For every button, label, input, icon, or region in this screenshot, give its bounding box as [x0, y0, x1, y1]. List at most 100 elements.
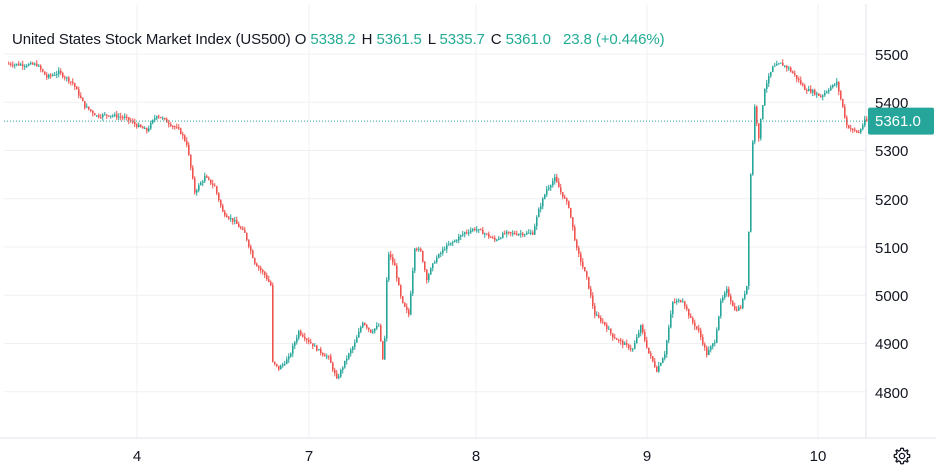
- candle-body: [762, 105, 764, 120]
- candle-body: [388, 254, 390, 280]
- candle-body: [358, 331, 360, 338]
- candle-body: [446, 245, 448, 250]
- candle-body: [144, 128, 146, 130]
- candle-body: [538, 209, 540, 218]
- candle-body: [808, 88, 810, 92]
- candle-body: [244, 229, 246, 233]
- candle-body: [542, 198, 544, 207]
- candle-body: [138, 124, 140, 127]
- candle-body: [250, 246, 252, 251]
- candle-body: [794, 73, 796, 76]
- candle-body: [296, 337, 298, 343]
- candle-body: [726, 288, 728, 294]
- candle-body: [512, 232, 514, 234]
- candle-body: [102, 114, 104, 118]
- candle-body: [814, 90, 816, 95]
- candle-body: [182, 133, 184, 136]
- candle-body: [430, 268, 432, 275]
- candle-body: [470, 230, 472, 233]
- candle-body: [178, 127, 180, 129]
- candle-body: [704, 344, 706, 348]
- candle-body: [598, 315, 600, 318]
- candle-body: [816, 93, 818, 95]
- candle-body: [374, 328, 376, 332]
- candle-body: [10, 63, 12, 65]
- candle-body: [186, 140, 188, 145]
- candle-body: [410, 293, 412, 315]
- candle-body: [260, 267, 262, 271]
- candle-body: [502, 233, 504, 238]
- candle-body: [136, 124, 138, 127]
- candle-body: [18, 63, 20, 66]
- candle-body: [756, 106, 758, 124]
- candle-body: [652, 356, 654, 362]
- candle-body: [420, 248, 422, 251]
- candle-body: [854, 129, 856, 131]
- candle-body: [348, 353, 350, 359]
- candle-body: [484, 233, 486, 235]
- candle-body: [376, 325, 378, 329]
- candle-body: [566, 198, 568, 202]
- candle-body: [140, 124, 142, 127]
- x-tick-label: 4: [133, 448, 141, 465]
- candle-body: [24, 65, 26, 67]
- candle-body: [640, 325, 642, 333]
- candle-body: [200, 182, 202, 186]
- candle-body: [714, 342, 716, 344]
- candle-body: [466, 232, 468, 234]
- candle-body: [500, 237, 502, 239]
- candle-body: [214, 185, 216, 187]
- last-price-badge: 5361.0: [868, 107, 934, 135]
- candle-body: [212, 183, 214, 186]
- candle-body: [122, 117, 124, 119]
- candle-body: [324, 354, 326, 357]
- candle-body: [752, 141, 754, 175]
- candle-body: [38, 65, 40, 67]
- candle-body: [378, 325, 380, 327]
- candle-body: [758, 123, 760, 139]
- x-tick-label: 7: [305, 448, 313, 465]
- candle-body: [750, 174, 752, 232]
- candle-body: [62, 73, 64, 77]
- candle-body: [494, 237, 496, 241]
- candle-body: [332, 362, 334, 371]
- candle-body: [114, 114, 116, 116]
- candle-body: [842, 99, 844, 107]
- candle-body: [316, 345, 318, 351]
- candle-body: [240, 227, 242, 229]
- candle-body: [486, 233, 488, 235]
- candle-body: [564, 197, 566, 199]
- candle-body: [44, 71, 46, 75]
- candle-body: [110, 115, 112, 117]
- gear-icon[interactable]: [892, 446, 912, 466]
- candle-body: [238, 223, 240, 228]
- candle-body: [132, 121, 134, 123]
- candle-body: [824, 92, 826, 96]
- candle-body: [190, 154, 192, 168]
- candle-body: [246, 232, 248, 241]
- candle-body: [722, 297, 724, 301]
- candle-body: [308, 340, 310, 342]
- candle-body: [8, 63, 10, 65]
- candle-body: [490, 236, 492, 238]
- candle-body: [716, 329, 718, 343]
- candle-body: [226, 215, 228, 218]
- candle-body: [698, 328, 700, 331]
- ohlc-legend: United States Stock Market Index (US500)…: [12, 31, 665, 48]
- candle-body: [82, 97, 84, 102]
- candle-body: [426, 269, 428, 281]
- candle-body: [462, 234, 464, 236]
- candle-body: [274, 361, 276, 364]
- low-value: 5335.7: [439, 31, 485, 48]
- candle-body: [618, 339, 620, 341]
- candle-body: [20, 64, 22, 66]
- candle-body: [194, 178, 196, 193]
- candle-body: [222, 205, 224, 212]
- candle-body: [748, 231, 750, 286]
- last-price-badge-label: 5361.0: [875, 113, 921, 130]
- candle-body: [342, 367, 344, 370]
- candle-body: [322, 353, 324, 355]
- candle-body: [266, 275, 268, 280]
- candle-body: [60, 70, 62, 74]
